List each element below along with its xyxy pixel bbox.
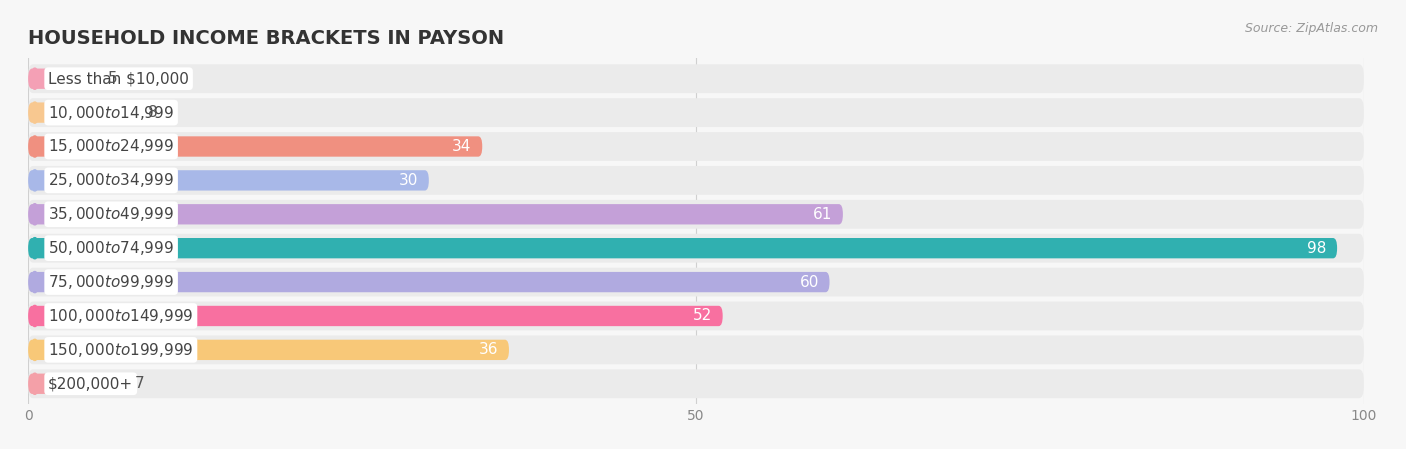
Text: 5: 5 <box>108 71 118 86</box>
FancyBboxPatch shape <box>28 98 1364 127</box>
FancyBboxPatch shape <box>28 340 509 360</box>
FancyBboxPatch shape <box>28 370 1364 398</box>
Text: 7: 7 <box>135 376 145 391</box>
Text: $15,000 to $24,999: $15,000 to $24,999 <box>48 137 174 155</box>
Circle shape <box>31 339 39 361</box>
FancyBboxPatch shape <box>28 204 844 224</box>
Circle shape <box>31 102 39 123</box>
Circle shape <box>31 373 39 394</box>
FancyBboxPatch shape <box>28 374 122 394</box>
FancyBboxPatch shape <box>28 64 1364 93</box>
FancyBboxPatch shape <box>28 335 1364 364</box>
Circle shape <box>31 305 39 326</box>
Circle shape <box>31 68 39 89</box>
FancyBboxPatch shape <box>28 302 1364 330</box>
Text: $150,000 to $199,999: $150,000 to $199,999 <box>48 341 194 359</box>
Text: $35,000 to $49,999: $35,000 to $49,999 <box>48 205 174 223</box>
Text: 98: 98 <box>1308 241 1326 255</box>
Circle shape <box>31 204 39 225</box>
Circle shape <box>31 136 39 157</box>
FancyBboxPatch shape <box>28 132 1364 161</box>
FancyBboxPatch shape <box>28 238 1337 258</box>
Text: 52: 52 <box>693 308 711 323</box>
FancyBboxPatch shape <box>28 102 135 123</box>
FancyBboxPatch shape <box>28 272 830 292</box>
Text: HOUSEHOLD INCOME BRACKETS IN PAYSON: HOUSEHOLD INCOME BRACKETS IN PAYSON <box>28 30 505 48</box>
FancyBboxPatch shape <box>28 200 1364 229</box>
FancyBboxPatch shape <box>28 268 1364 296</box>
Text: $200,000+: $200,000+ <box>48 376 134 391</box>
Text: 61: 61 <box>813 207 832 222</box>
Text: $10,000 to $14,999: $10,000 to $14,999 <box>48 104 174 122</box>
Text: $100,000 to $149,999: $100,000 to $149,999 <box>48 307 194 325</box>
Text: 36: 36 <box>479 343 498 357</box>
Text: Source: ZipAtlas.com: Source: ZipAtlas.com <box>1244 22 1378 35</box>
Text: $50,000 to $74,999: $50,000 to $74,999 <box>48 239 174 257</box>
FancyBboxPatch shape <box>28 234 1364 263</box>
FancyBboxPatch shape <box>28 136 482 157</box>
FancyBboxPatch shape <box>28 306 723 326</box>
Text: 30: 30 <box>399 173 418 188</box>
FancyBboxPatch shape <box>28 69 96 89</box>
Circle shape <box>31 238 39 259</box>
Circle shape <box>31 272 39 293</box>
Text: Less than $10,000: Less than $10,000 <box>48 71 188 86</box>
FancyBboxPatch shape <box>28 170 429 190</box>
Circle shape <box>31 170 39 191</box>
Text: 60: 60 <box>800 275 818 290</box>
Text: 34: 34 <box>453 139 471 154</box>
Text: $75,000 to $99,999: $75,000 to $99,999 <box>48 273 174 291</box>
Text: $25,000 to $34,999: $25,000 to $34,999 <box>48 172 174 189</box>
Text: 8: 8 <box>149 105 157 120</box>
FancyBboxPatch shape <box>28 166 1364 195</box>
